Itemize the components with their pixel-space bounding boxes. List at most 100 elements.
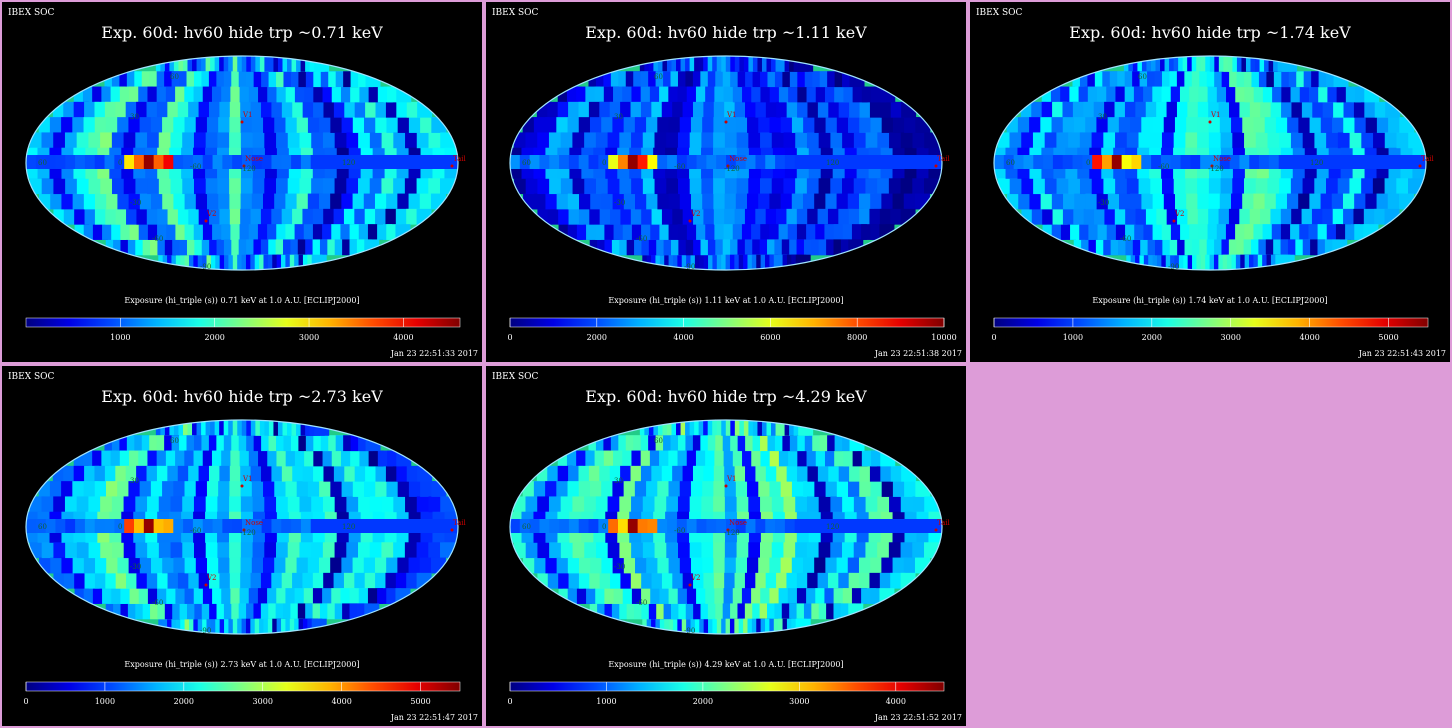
colorbar-tick-label: 2000 [693, 697, 713, 706]
exposure-map-panel: IBEX SOC Exp. 60d: hv60 hide trp ~4.29 ke… [486, 366, 966, 726]
sky-map [994, 56, 1426, 270]
longitude-label: 120 [342, 523, 355, 531]
longitude-label: 60 [38, 523, 47, 531]
corner-label: IBEX SOC [8, 372, 55, 382]
v2-marker [204, 219, 208, 223]
sky-map [26, 56, 458, 270]
longitude-label: -120 [240, 165, 256, 173]
map-boundary [509, 419, 943, 635]
latitude-label: -60 [1120, 235, 1131, 243]
colorbar-tick-label: 4000 [673, 333, 693, 342]
colorbar-tick-label: 4000 [331, 697, 351, 706]
v2-marker [1172, 219, 1176, 223]
longitude-label: -60 [1158, 163, 1169, 171]
nose-marker-label: Nose [729, 519, 747, 527]
exposure-map-svg: IBEX SOC Exp. 60d: hv60 hide trp ~4.29 ke… [492, 372, 962, 722]
latitude-label: -90 [1168, 263, 1179, 271]
colorbar-tick-label: 0 [507, 333, 512, 342]
colorbar [25, 681, 461, 692]
latitude-label: -30 [130, 563, 141, 571]
colorbar-tick-label: 8000 [847, 333, 867, 342]
colorbar-tick-label: 2000 [174, 697, 194, 706]
longitude-label: 0 [118, 159, 122, 167]
v2-marker-label: V2 [206, 210, 217, 218]
latitude-label: 30 [130, 113, 139, 121]
longitude-label: -120 [724, 529, 740, 537]
longitude-label: -60 [674, 527, 685, 535]
colorbar-label: Exposure (hi_triple (s)) 0.71 keV at 1.0… [124, 296, 359, 305]
tail-marker-label: Tail [937, 519, 951, 527]
colorbar-tick-label: 1000 [95, 697, 115, 706]
longitude-label: 60 [522, 523, 531, 531]
tail-marker [1418, 164, 1422, 168]
latitude-label: 30 [614, 113, 623, 121]
colorbar-tick-label: 3000 [253, 697, 273, 706]
colorbar [509, 317, 945, 328]
colorbar-label: Exposure (hi_triple (s)) 1.74 keV at 1.0… [1092, 296, 1327, 305]
latitude-label: -30 [1098, 199, 1109, 207]
colorbar-tick-label: 0 [991, 333, 996, 342]
latitude-label: -60 [636, 599, 647, 607]
corner-label: IBEX SOC [976, 8, 1023, 18]
colorbar-tick-label: 4000 [1299, 333, 1319, 342]
tail-marker [934, 528, 938, 532]
v2-marker [688, 219, 692, 223]
colorbar-tick-label: 2000 [205, 333, 225, 342]
latitude-label: -30 [614, 199, 625, 207]
map-boundary [993, 55, 1427, 271]
map-title: Exp. 60d: hv60 hide trp ~1.74 keV [1069, 23, 1351, 42]
longitude-label: 60 [38, 159, 47, 167]
nose-marker-label: Nose [729, 155, 747, 163]
v2-marker-label: V2 [1174, 210, 1185, 218]
colorbar-tick-label: 1000 [596, 697, 616, 706]
colorbar-label: Exposure (hi_triple (s)) 1.11 keV at 1.0… [608, 296, 843, 305]
longitude-label: -60 [190, 527, 201, 535]
v1-marker-label: V1 [242, 475, 253, 483]
map-boundary [25, 419, 459, 635]
latitude-label: 60 [654, 73, 663, 81]
exposure-map-svg: IBEX SOC Exp. 60d: hv60 hide trp ~1.74 ke… [976, 8, 1446, 358]
colorbar-tick-label: 0 [507, 697, 512, 706]
tail-marker [450, 164, 454, 168]
corner-label: IBEX SOC [8, 8, 55, 18]
tail-marker-label: Tail [937, 155, 951, 163]
v1-marker [1208, 120, 1212, 124]
longitude-label: -60 [674, 163, 685, 171]
longitude-label: -120 [240, 529, 256, 537]
exposure-map-svg: IBEX SOC Exp. 60d: hv60 hide trp ~2.73 ke… [8, 372, 478, 722]
timestamp: Jan 23 22:51:43 2017 [1358, 349, 1446, 358]
sky-map [510, 420, 942, 634]
latitude-label: -30 [130, 199, 141, 207]
tail-marker [934, 164, 938, 168]
map-title: Exp. 60d: hv60 hide trp ~4.29 keV [585, 387, 867, 406]
colorbar-label: Exposure (hi_triple (s)) 2.73 keV at 1.0… [124, 660, 359, 669]
v2-marker [204, 583, 208, 587]
map-boundary [25, 55, 459, 271]
longitude-label: -60 [190, 163, 201, 171]
colorbar-tick-label: 4000 [886, 697, 906, 706]
nose-marker [242, 164, 246, 168]
latitude-label: -60 [152, 235, 163, 243]
longitude-label: 0 [118, 523, 122, 531]
sky-map [510, 56, 942, 270]
colorbar-tick-label: 3000 [299, 333, 319, 342]
map-title: Exp. 60d: hv60 hide trp ~0.71 keV [101, 23, 383, 42]
longitude-label: -120 [1208, 165, 1224, 173]
colorbar-tick-label: 4000 [393, 333, 413, 342]
colorbar-tick-label: 5000 [1378, 333, 1398, 342]
longitude-label: 120 [826, 159, 839, 167]
latitude-label: -90 [200, 627, 211, 635]
latitude-label: 30 [130, 477, 139, 485]
v2-marker-label: V2 [690, 574, 701, 582]
tail-marker-label: Tail [453, 155, 467, 163]
colorbar [25, 317, 461, 328]
corner-label: IBEX SOC [492, 372, 539, 382]
nose-marker [1210, 164, 1214, 168]
colorbar-tick-label: 10000 [931, 333, 956, 342]
longitude-label: 120 [1310, 159, 1323, 167]
exposure-map-panel: IBEX SOC Exp. 60d: hv60 hide trp ~2.73 ke… [2, 366, 482, 726]
timestamp: Jan 23 22:51:52 2017 [874, 713, 962, 722]
tail-marker [450, 528, 454, 532]
exposure-map-svg: IBEX SOC Exp. 60d: hv60 hide trp ~1.11 ke… [492, 8, 962, 358]
exposure-map-svg: IBEX SOC Exp. 60d: hv60 hide trp ~0.71 ke… [8, 8, 478, 358]
